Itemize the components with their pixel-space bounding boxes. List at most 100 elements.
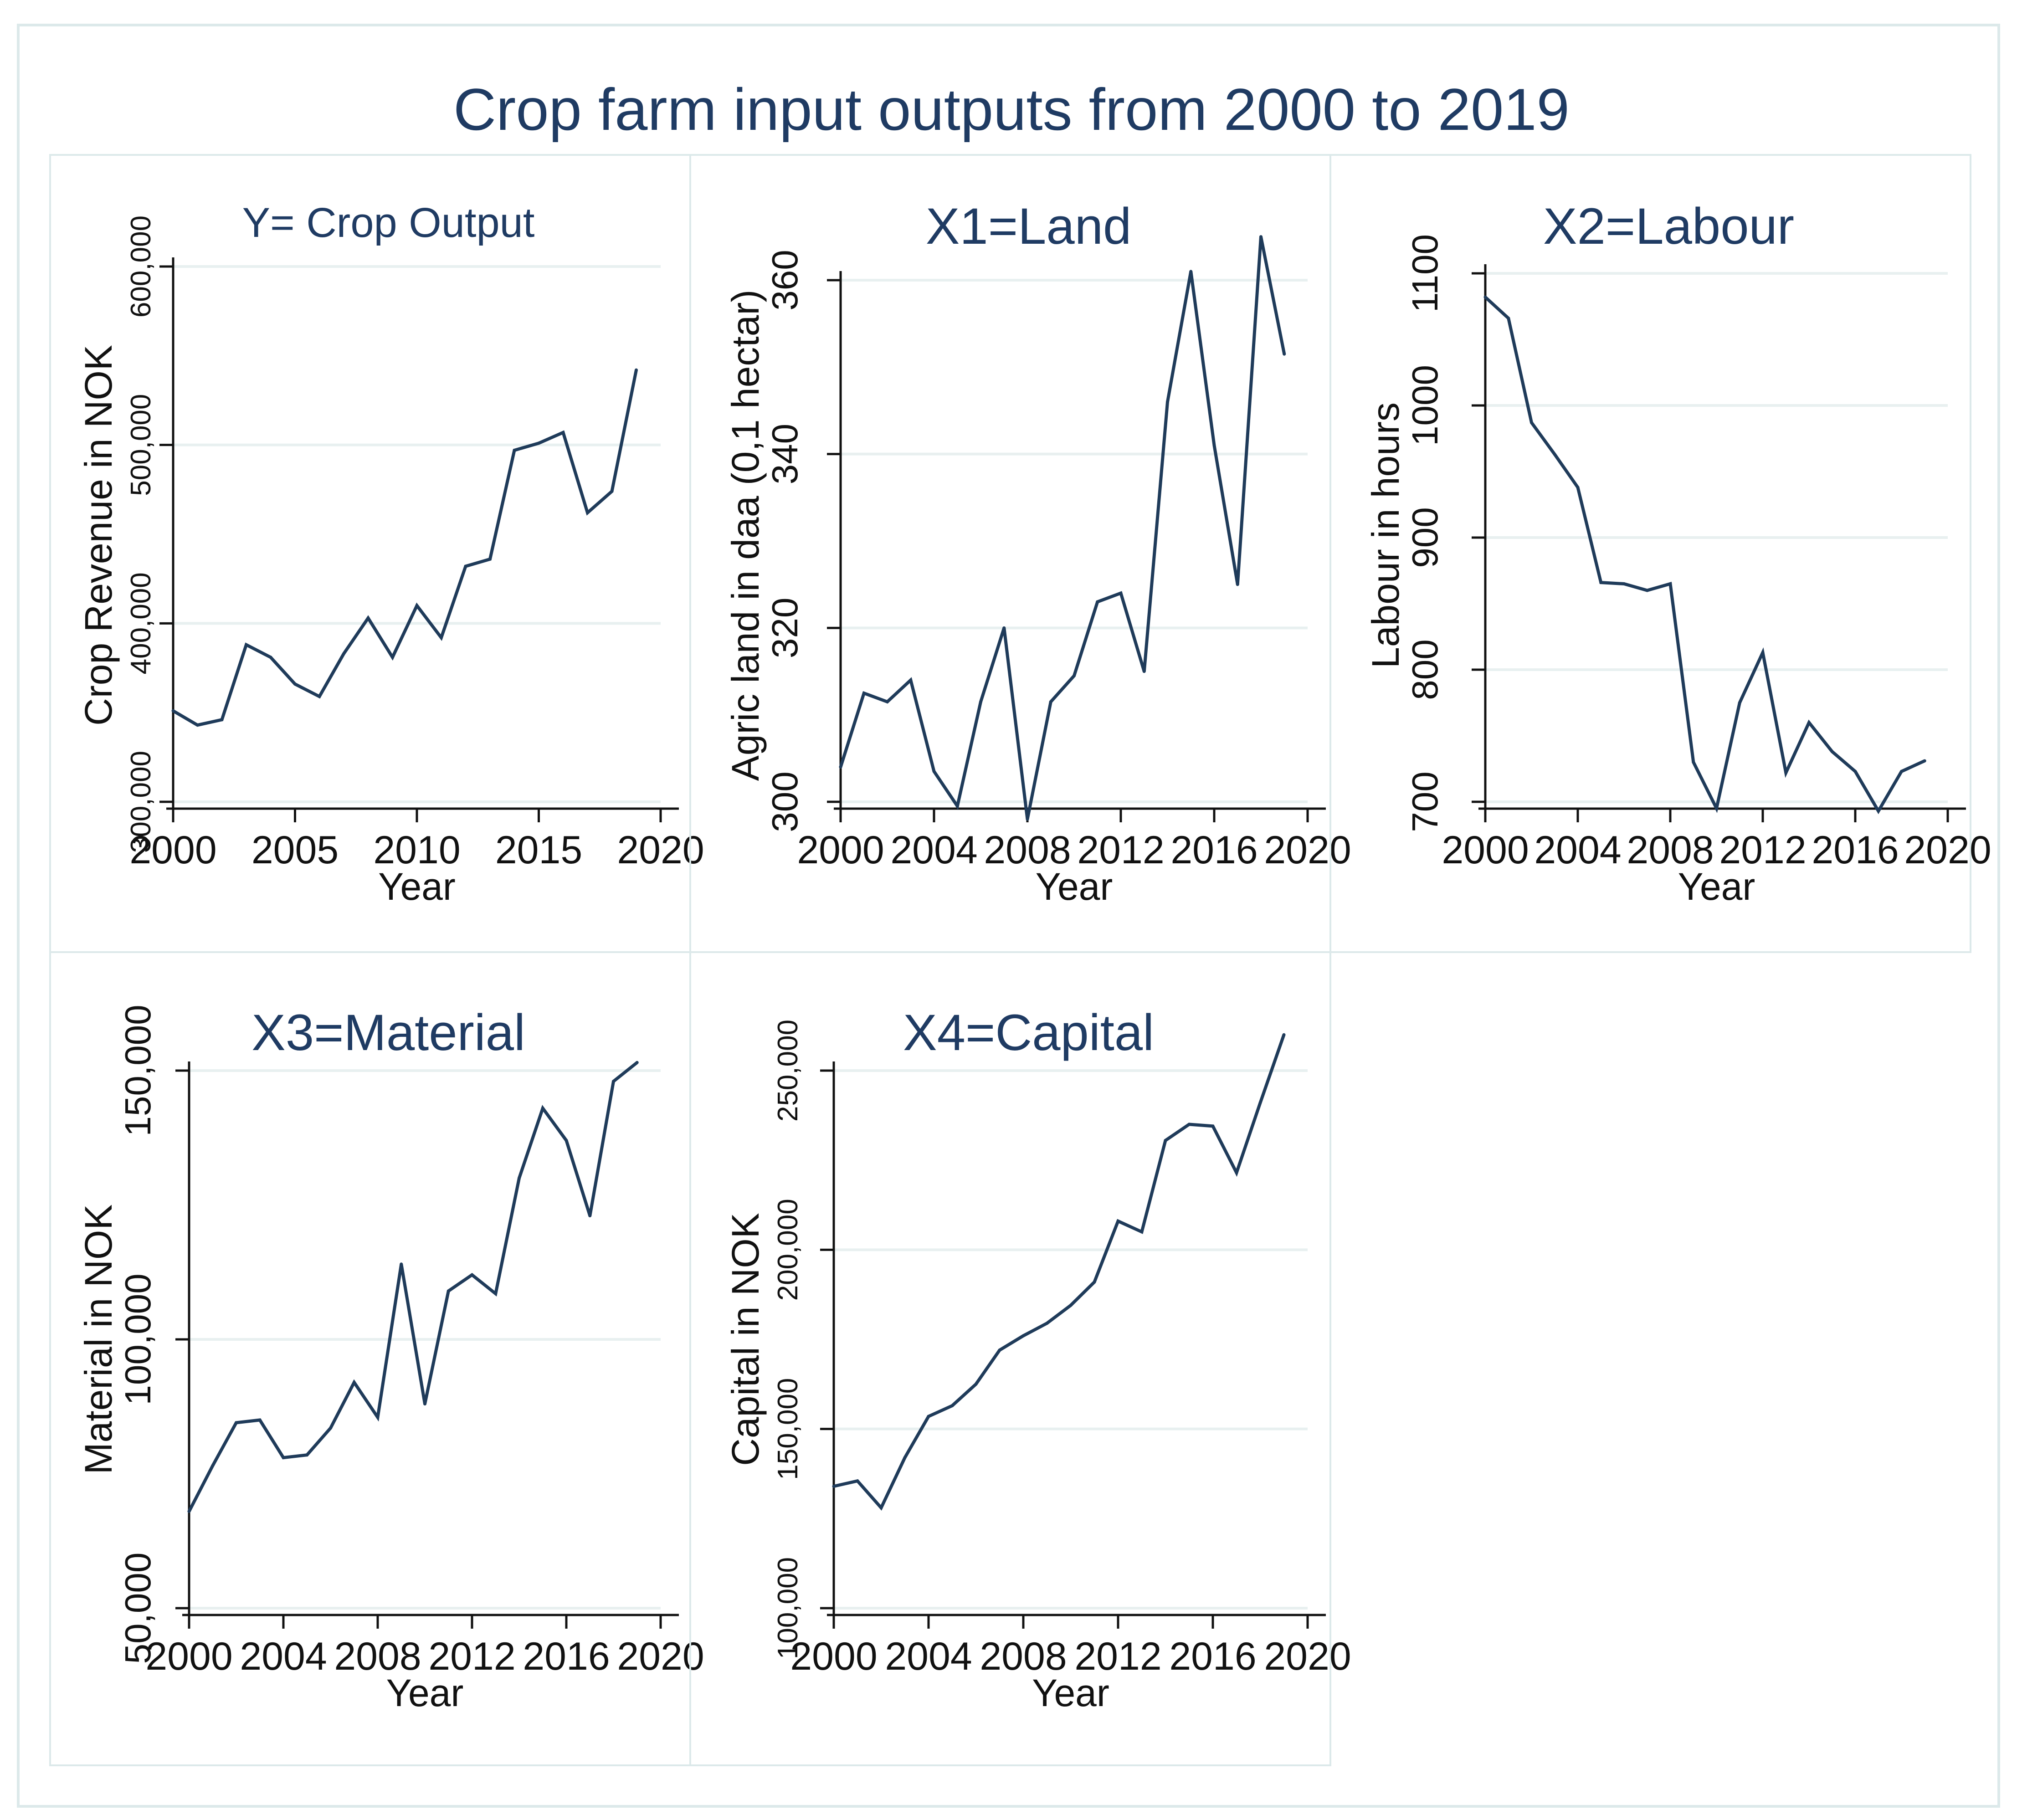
- data-point: [1049, 700, 1052, 704]
- data-point: [470, 1273, 474, 1277]
- data-point: [635, 1061, 639, 1064]
- y-tick-label: 500,000: [125, 394, 157, 496]
- data-point: [1622, 582, 1626, 585]
- x-tick-label: 2000: [790, 1635, 877, 1678]
- data-point: [1045, 1322, 1049, 1325]
- data-point: [1668, 582, 1672, 585]
- x-tick-label: 2015: [495, 828, 582, 872]
- data-point: [1923, 759, 1926, 763]
- data-point: [423, 1402, 426, 1406]
- x-axis-label: Year: [1032, 1671, 1109, 1714]
- x-tick-label: 2004: [890, 828, 977, 872]
- y-tick-label: 150,000: [772, 1378, 804, 1480]
- data-point: [832, 1485, 836, 1488]
- x-tick-label: 2008: [334, 1635, 421, 1678]
- data-point: [979, 700, 982, 704]
- data-point: [1900, 769, 1903, 773]
- data-point: [211, 1464, 215, 1467]
- data-point: [329, 1426, 332, 1430]
- y-tick-label: 400,000: [125, 572, 157, 674]
- x-tick-label: 2012: [428, 1635, 515, 1678]
- data-point: [1877, 809, 1880, 813]
- y-tick-label: 340: [765, 424, 805, 484]
- data-point: [537, 441, 540, 445]
- y-tick-label: 300,000: [125, 751, 157, 853]
- x-tick-label: 2005: [251, 828, 339, 872]
- series-line: [172, 369, 638, 727]
- data-point: [513, 448, 516, 452]
- data-point: [1021, 1334, 1025, 1338]
- data-point: [903, 1456, 907, 1460]
- x-tick-label: 2004: [240, 1635, 327, 1678]
- data-point: [588, 1214, 592, 1218]
- data-point: [488, 557, 492, 561]
- data-point: [305, 1453, 309, 1457]
- data-point: [235, 1421, 238, 1425]
- data-point: [909, 678, 913, 682]
- y-axis-label: Capital in NOK: [724, 1213, 767, 1466]
- data-point: [1483, 295, 1487, 299]
- data-point: [1119, 591, 1123, 595]
- y-axis-label: Crop Revenue in NOK: [77, 345, 120, 726]
- x-tick-label: 2000: [145, 1635, 232, 1678]
- y-tick-label: 1100: [1405, 234, 1445, 313]
- y-tick-label: 300: [765, 771, 805, 832]
- data-point: [1807, 721, 1811, 724]
- data-point: [998, 1348, 1001, 1352]
- data-point: [1189, 270, 1193, 273]
- data-point: [1259, 235, 1263, 239]
- data-point: [1187, 1123, 1191, 1126]
- x-tick-label: 2004: [885, 1635, 972, 1678]
- data-point: [1761, 651, 1765, 654]
- data-point: [391, 656, 394, 659]
- data-point: [1576, 486, 1580, 489]
- data-point: [1853, 769, 1857, 773]
- x-tick-label: 2010: [373, 828, 460, 872]
- data-point: [1142, 670, 1146, 673]
- data-point: [494, 1292, 498, 1296]
- data-point: [856, 1479, 859, 1483]
- data-point: [1235, 1171, 1238, 1174]
- data-point: [196, 723, 199, 727]
- y-tick-label: 250,000: [772, 1020, 804, 1122]
- x-tick-label: 2000: [797, 828, 884, 872]
- data-point: [376, 1415, 380, 1419]
- x-tick-label: 2008: [1627, 828, 1714, 872]
- data-point: [282, 1456, 285, 1460]
- y-tick-label: 700: [1405, 771, 1445, 832]
- data-point: [541, 1107, 544, 1110]
- data-point: [1116, 1219, 1120, 1223]
- data-point: [352, 1380, 356, 1384]
- x-tick-label: 2016: [523, 1635, 610, 1678]
- data-point: [612, 1080, 615, 1083]
- panel-title: X1=Land: [926, 198, 1132, 255]
- x-axis-label: Year: [386, 1671, 464, 1714]
- y-axis-label: Agric land in daa (0,1 hectar): [724, 290, 767, 781]
- panel-title: X2=Labour: [1543, 198, 1794, 255]
- figure-title: Crop farm input outputs from 2000 to 201…: [453, 76, 1570, 143]
- x-tick-label: 2008: [984, 828, 1071, 872]
- x-tick-label: 2016: [1812, 828, 1899, 872]
- figure-outer-border: [17, 24, 2000, 1808]
- data-point: [400, 1262, 403, 1266]
- y-tick-label: 200,000: [772, 1199, 804, 1301]
- data-point: [950, 1404, 954, 1408]
- x-tick-label: 2012: [1077, 828, 1164, 872]
- chart-panel-3: X2=Labour 2000 2004 2008 2012 2016 2020 700 800 9…: [1329, 154, 1991, 953]
- y-axis-label: Material in NOK: [77, 1205, 120, 1475]
- panel-border: [1329, 154, 1971, 953]
- panel-border: [689, 951, 1331, 1766]
- data-point: [1282, 1033, 1286, 1036]
- y-tick-label: 100,000: [772, 1557, 804, 1659]
- x-axis-label: Year: [378, 865, 456, 908]
- data-point: [561, 431, 565, 434]
- data-point: [1212, 444, 1216, 447]
- x-tick-label: 2016: [1169, 1635, 1256, 1678]
- panel-title: Y= Crop Output: [242, 200, 535, 246]
- y-tick-label: 50,000: [118, 1553, 158, 1664]
- data-point: [1069, 1303, 1073, 1307]
- x-tick-label: 2012: [1074, 1635, 1161, 1678]
- data-point: [171, 709, 175, 713]
- data-point: [932, 769, 936, 773]
